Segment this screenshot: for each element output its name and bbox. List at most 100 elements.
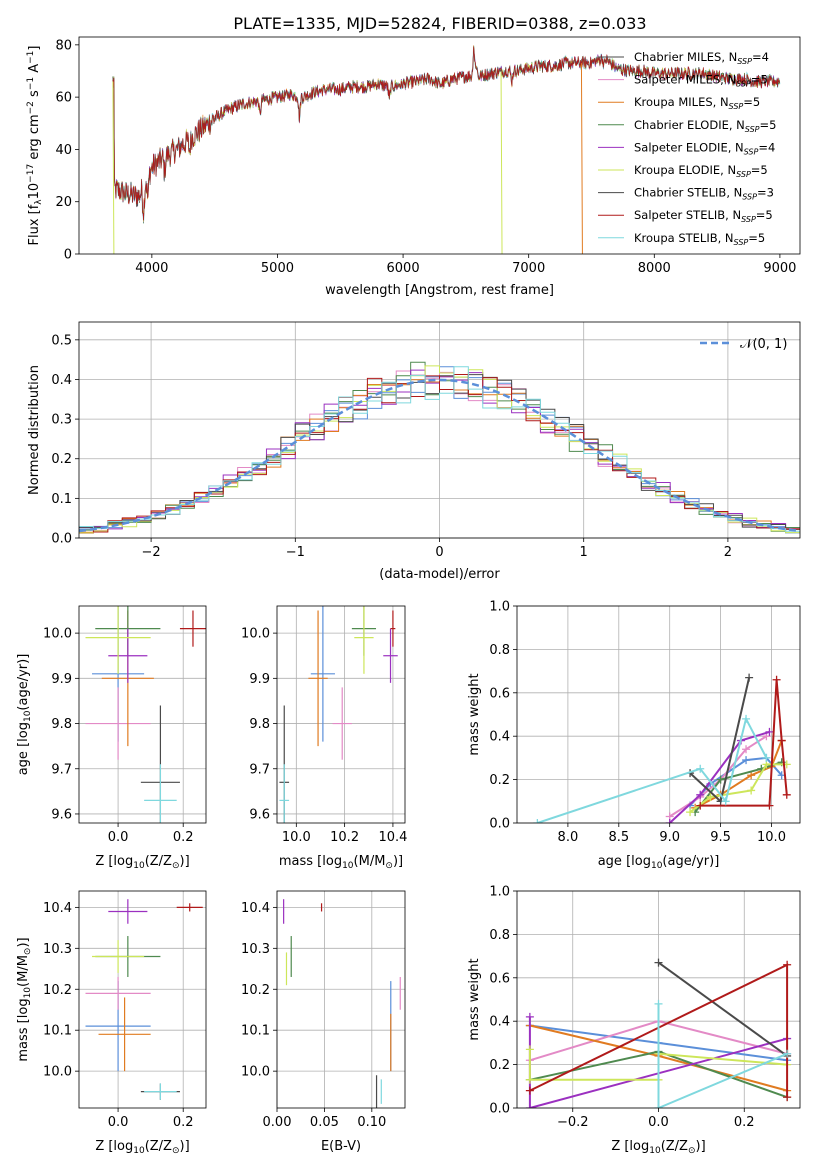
age_vs_mass-xlabel-sub: 10 bbox=[342, 861, 354, 871]
weight_vs_age-marker bbox=[742, 714, 751, 723]
legend-val: =5 bbox=[760, 118, 777, 132]
ylabel-sup: −2 bbox=[26, 101, 36, 114]
mass_vs_Z-ytick-label: 10.1 bbox=[43, 1024, 72, 1039]
residuals-gaussian-curve bbox=[79, 378, 800, 533]
weight_vs_Z-marker bbox=[525, 1075, 534, 1084]
mass_vs_Z-ytick-label: 10.0 bbox=[43, 1065, 72, 1080]
residuals-ylabel: Normed distribution bbox=[27, 365, 42, 495]
residuals-axes: −2 −1 0 1 2 0.0 0.1 0.2 0.3 0.4 0.5 (data-model)/er… bbox=[27, 321, 801, 582]
age_vs_Z-xtick-label: 0.0 bbox=[108, 830, 129, 845]
spectrum-xtick-label: 4000 bbox=[135, 261, 168, 276]
mass_vs_Z-xlabel-sun: ⊙ bbox=[172, 1146, 180, 1156]
residuals-ytick-label: 0.4 bbox=[51, 373, 72, 388]
age_vs_Z-ytick-label: 9.8 bbox=[51, 717, 72, 732]
age_vs_mass-xtick-label: 10.0 bbox=[282, 830, 311, 845]
mass_vs_Z-ylabel: mass [log10(M/M⊙)] bbox=[16, 937, 33, 1061]
spectrum-ytick-label: 80 bbox=[55, 38, 72, 53]
residuals-xlabel: (data-model)/error bbox=[379, 567, 500, 582]
spectrum-dropout bbox=[500, 71, 503, 254]
weight_vs_age-xtick-label: 10.0 bbox=[757, 830, 786, 845]
residuals-ytick-label: 0.2 bbox=[51, 452, 72, 467]
residuals-ytick-label: 0.5 bbox=[51, 333, 72, 348]
ylabel-sup: −1 bbox=[26, 51, 36, 64]
weight_vs_Z-marker bbox=[525, 1086, 534, 1095]
weight_vs_age-marker bbox=[696, 801, 705, 810]
legend-val: =3 bbox=[757, 186, 774, 200]
legend-sub: SSP bbox=[745, 125, 760, 134]
legend-val: =5 bbox=[756, 208, 773, 222]
weight_vs_age-plot bbox=[533, 673, 791, 823]
age_vs_Z-ylabel-sub: 10 bbox=[23, 710, 33, 722]
weight_vs_Z-marker bbox=[783, 1049, 792, 1058]
mass_vs_EBV-xtick-label: 0.10 bbox=[357, 1115, 386, 1130]
weight_vs_Z-ytick-label: 0.4 bbox=[489, 1015, 510, 1030]
weight_vs_age-marker bbox=[721, 797, 730, 806]
weight_vs_Z-series-chabrier_stelib bbox=[657, 961, 788, 1057]
age_vs_Z-ylabel: age [log10(age/yr)] bbox=[16, 654, 33, 776]
mass_vs_EBV-ytick-label: 10.0 bbox=[241, 1065, 270, 1080]
mass_vs_EBV-ytick-label: 10.3 bbox=[241, 942, 270, 957]
weight_vs_age-marker bbox=[747, 771, 756, 780]
weight_vs_Z-ytick-label: 0.6 bbox=[489, 971, 510, 986]
weight_vs_age-series-salpeter_miles bbox=[669, 735, 767, 818]
age_vs_Z-xlabel: Z [log10(Z/Z⊙)] bbox=[95, 854, 189, 871]
age_vs_Z-xlabel-main: Z [log bbox=[95, 854, 133, 869]
legend-text: Salpeter STELIB, N bbox=[634, 208, 741, 222]
legend-val: =5 bbox=[748, 231, 765, 245]
weight_vs_Z-xlabel-end: (Z/Z bbox=[661, 1139, 688, 1154]
weight_vs_Z-ytick-label: 1.0 bbox=[489, 885, 510, 900]
mass_vs_Z-ytick-label: 10.3 bbox=[43, 942, 72, 957]
residuals-frame bbox=[78, 321, 801, 539]
weight_vs_age-ytick-label: 0.4 bbox=[489, 730, 510, 745]
age_vs_mass-axes: 10.0 10.2 10.4 9.6 9.7 9.8 9.9 10.0 mass [log10(… bbox=[241, 605, 407, 871]
mass_vs_Z-xlabel-close: )] bbox=[180, 1139, 190, 1154]
legend-entry: Kroupa STELIB, NSSP=5 bbox=[634, 231, 765, 247]
ylabel-part: s bbox=[27, 90, 42, 101]
spectrum-xtick-label: 7000 bbox=[512, 261, 545, 276]
weight_vs_Z-xlabel-close: )] bbox=[696, 1139, 706, 1154]
mass_vs_Z-xtick-label: 0.0 bbox=[108, 1115, 129, 1130]
age_vs_mass-plot bbox=[279, 606, 398, 823]
weight_vs_age-xlabel: age [log10(age/yr)] bbox=[598, 854, 720, 871]
weight_vs_age-marker bbox=[747, 786, 756, 795]
weight_vs_Z-xtick-label: −0.2 bbox=[557, 1115, 589, 1130]
weight_vs_age-marker bbox=[716, 775, 725, 784]
weight_vs_age-xtick-label: 8.5 bbox=[608, 830, 629, 845]
age_vs_Z-xlabel-sub: 10 bbox=[133, 861, 145, 871]
weight_vs_age-axes: 8.0 8.5 9.0 9.5 10.0 0.0 0.2 0.4 0.6 0.8 1.0 age [l… bbox=[467, 600, 801, 871]
weight_vs_Z-ytick-label: 0.2 bbox=[489, 1058, 510, 1073]
legend-val: =5 bbox=[743, 95, 760, 109]
mass_vs_Z-ylabel-close: )] bbox=[16, 937, 31, 947]
weight_vs_age-marker bbox=[762, 753, 771, 762]
age_vs_Z-ytick-label: 9.9 bbox=[51, 672, 72, 687]
weight_vs_age-xlabel-sub: 10 bbox=[651, 861, 663, 871]
mass_vs_Z-frame bbox=[78, 890, 207, 1109]
legend-entry: Chabrier MILES, NSSP=4 bbox=[634, 50, 769, 66]
weight_vs_Z-ytick-label: 0.0 bbox=[489, 1102, 510, 1117]
age_vs_Z-xlabel-close: )] bbox=[180, 854, 190, 869]
mass_vs_EBV-ytick-label: 10.1 bbox=[241, 1024, 270, 1039]
spectrum-xtick-label: 6000 bbox=[387, 261, 420, 276]
legend-text: Kroupa ELODIE, N bbox=[634, 163, 736, 177]
weight_vs_age-marker bbox=[696, 790, 705, 799]
residuals-ytick-label: 0.0 bbox=[51, 532, 72, 547]
legend-text: Chabrier MILES, N bbox=[634, 50, 737, 64]
weight_vs_Z-marker bbox=[783, 1093, 792, 1102]
weight_vs_Z-xlabel-sun: ⊙ bbox=[688, 1146, 696, 1156]
age_vs_Z-xtick-label: 0.2 bbox=[173, 830, 194, 845]
spectrum-series-salpeter_stelib bbox=[112, 46, 780, 221]
legend-entry: Chabrier ELODIE, NSSP=5 bbox=[634, 118, 776, 134]
age_vs_mass-xlabel-main: mass [log bbox=[279, 854, 342, 869]
mass_vs_Z-ylabel-sun: ⊙ bbox=[23, 948, 33, 956]
legend-text: Kroupa STELIB, N bbox=[634, 231, 734, 245]
age_vs_mass-xtick-label: 10.4 bbox=[378, 830, 407, 845]
age_vs_mass-frame bbox=[276, 605, 406, 824]
age_vs_mass-ytick-label: 9.8 bbox=[249, 717, 270, 732]
legend-text: Chabrier STELIB, N bbox=[634, 186, 742, 200]
age_vs_Z-xlabel-sun: ⊙ bbox=[172, 861, 180, 871]
mass_vs_Z-ylabel-end: (M/M bbox=[16, 955, 31, 987]
weight_vs_age-marker bbox=[742, 756, 751, 765]
weight_vs_age-frame bbox=[516, 605, 801, 824]
legend-sub: SSP bbox=[741, 215, 756, 224]
